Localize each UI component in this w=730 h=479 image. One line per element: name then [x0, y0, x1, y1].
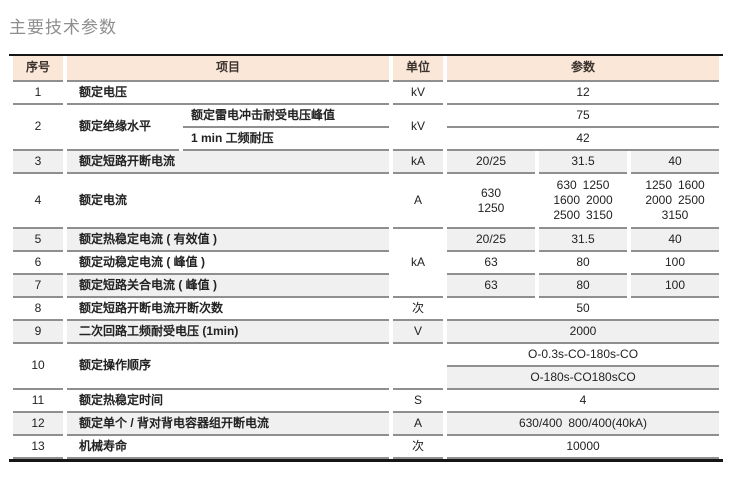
item-cell: 额定操作顺序	[67, 344, 390, 390]
value-cell: 10000	[447, 436, 720, 459]
serial-cell: 11	[13, 390, 63, 413]
serial-cell: 1	[13, 82, 63, 105]
serial-cell: 7	[13, 275, 63, 298]
value-cell: 40	[631, 229, 720, 252]
unit-cell: 次	[393, 298, 444, 321]
item-cell: 二次回路工频耐受电压 (1min)	[67, 321, 390, 344]
unit-cell: kA	[393, 229, 444, 298]
row-4: 4 额定电流 A 630 1250 630 1250 1600 2000 250…	[13, 174, 720, 229]
value-cell: 40	[631, 151, 720, 174]
value-cell: 630/400 800/400(40kA)	[447, 413, 720, 436]
row-12: 12 额定单个 / 背对背电容器组开断电流 A 630/400 800/400(…	[13, 413, 720, 436]
unit-cell: 次	[393, 436, 444, 459]
value-cell: 100	[631, 275, 720, 298]
item-cell: 额定单个 / 背对背电容器组开断电流	[67, 413, 390, 436]
row-2b: 1 min 工频耐压 42	[13, 128, 720, 151]
item-cell: 额定短路关合电流 ( 峰值 )	[67, 275, 390, 298]
serial-cell: 10	[13, 344, 63, 390]
value-cell: 4	[447, 390, 720, 413]
serial-cell: 4	[13, 174, 63, 229]
row-13: 13 机械寿命 次 10000	[13, 436, 720, 459]
serial-cell: 2	[13, 105, 63, 151]
item-cell: 额定热稳定电流 ( 有效值 )	[67, 229, 390, 252]
spec-table: 序号 项目 单位 参数 1 额定电压 kV 12 2 额定绝缘水平 额定雷电冲击…	[9, 56, 723, 459]
item-cell: 额定短路开断电流	[67, 151, 390, 174]
value-cell: 20/25	[447, 229, 536, 252]
unit-cell: kV	[393, 105, 444, 151]
serial-cell: 6	[13, 252, 63, 275]
item-cell: 额定短路开断电流开断次数	[67, 298, 390, 321]
item-cell: 额定电压	[67, 82, 390, 105]
row-5: 5 额定热稳定电流 ( 有效值 ) kA 20/25 31.5 40	[13, 229, 720, 298]
value-cell: 50	[447, 298, 720, 321]
value-cell: 12	[447, 82, 720, 105]
header-serial: 序号	[13, 56, 63, 82]
value-cell: 1250 1600 2000 2500 3150	[631, 174, 720, 229]
row-8: 8 额定短路开断电流开断次数 次 50	[13, 298, 720, 321]
unit-cell: A	[393, 174, 444, 229]
page-title: 主要技术参数	[9, 18, 117, 37]
serial-cell: 3	[13, 151, 63, 174]
value-cell: 80	[539, 252, 628, 275]
item-cell: 额定热稳定时间	[67, 390, 390, 413]
value-cell: 2000	[447, 321, 720, 344]
serial-cell: 12	[13, 413, 63, 436]
value-cell: 42	[447, 128, 720, 151]
row-6: 6 额定动稳定电流 ( 峰值 ) 63 80 100	[13, 252, 720, 275]
value-cell: 630 1250	[447, 174, 536, 229]
serial-cell: 8	[13, 298, 63, 321]
value-cell: 31.5	[539, 151, 628, 174]
value-cell: O-180s-CO180sCO	[447, 367, 720, 390]
row-3: 3 额定短路开断电流 kA 20/25 31.5 40	[13, 151, 720, 174]
row-2a: 2 额定绝缘水平 额定雷电冲击耐受电压峰值 kV 75	[13, 105, 720, 151]
header-row: 序号 项目 单位 参数	[13, 56, 720, 82]
row-9: 9 二次回路工频耐受电压 (1min) V 2000	[13, 321, 720, 344]
value-cell: 100	[631, 252, 720, 275]
unit-cell: S	[393, 390, 444, 413]
value-cell: 63	[447, 275, 536, 298]
item-cell: 额定电流	[67, 174, 390, 229]
header-unit: 单位	[393, 56, 444, 82]
serial-cell: 9	[13, 321, 63, 344]
value-cell: 31.5	[539, 229, 628, 252]
row-1: 1 额定电压 kV 12	[13, 82, 720, 105]
subitem-cell: 额定雷电冲击耐受电压峰值	[183, 105, 390, 128]
row-7: 7 额定短路关合电流 ( 峰值 ) 63 80 100	[13, 275, 720, 298]
unit-cell	[393, 344, 444, 390]
unit-cell: V	[393, 321, 444, 344]
row-10a: 10 额定操作顺序 O-0.3s-CO-180s-CO	[13, 344, 720, 390]
unit-cell: kV	[393, 82, 444, 105]
serial-cell: 13	[13, 436, 63, 459]
value-cell: 630 1250 1600 2000 2500 3150	[539, 174, 628, 229]
value-cell: O-0.3s-CO-180s-CO	[447, 344, 720, 367]
value-cell: 80	[539, 275, 628, 298]
header-param: 参数	[447, 56, 720, 82]
row-10b: O-180s-CO180sCO	[13, 367, 720, 390]
row-11: 11 额定热稳定时间 S 4	[13, 390, 720, 413]
value-cell: 20/25	[447, 151, 536, 174]
unit-cell: kA	[393, 151, 444, 174]
spec-table-wrapper: 序号 项目 单位 参数 1 额定电压 kV 12 2 额定绝缘水平 额定雷电冲击…	[9, 54, 723, 462]
item-cell: 额定绝缘水平	[67, 105, 179, 151]
value-cell: 63	[447, 252, 536, 275]
unit-cell: A	[393, 413, 444, 436]
header-item: 项目	[67, 56, 390, 82]
item-cell: 机械寿命	[67, 436, 390, 459]
subitem-cell: 1 min 工频耐压	[183, 128, 390, 151]
value-cell: 75	[447, 105, 720, 128]
page: 主要技术参数 序号 项目 单位 参数 1 额定电压 kV 12	[9, 18, 723, 462]
serial-cell: 5	[13, 229, 63, 252]
item-cell: 额定动稳定电流 ( 峰值 )	[67, 252, 390, 275]
